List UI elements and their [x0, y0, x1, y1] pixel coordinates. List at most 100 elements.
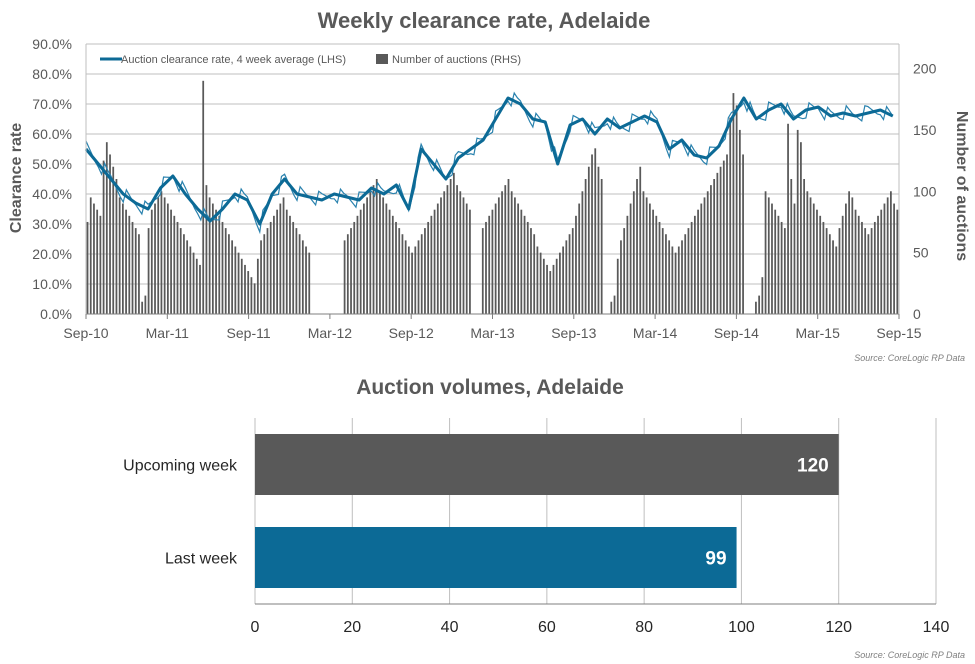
- auction-bar: [658, 221, 661, 314]
- auction-bar: [851, 197, 854, 314]
- auction-bar: [568, 234, 571, 314]
- auction-bar: [652, 209, 654, 314]
- auction-bar: [726, 154, 728, 314]
- auction-bar: [507, 179, 510, 314]
- y-tick-label: 30.0%: [32, 216, 72, 232]
- auction-bar: [771, 203, 773, 314]
- auction-bar: [424, 228, 426, 314]
- auction-bar: [819, 215, 822, 314]
- y2-axis-title: Number of auctions: [953, 111, 970, 261]
- auction-bar: [835, 246, 838, 314]
- auction-bar: [105, 142, 108, 314]
- x-tick-label: Sep-14: [714, 325, 759, 341]
- auction-bar: [195, 258, 198, 314]
- auction-bar: [350, 228, 352, 314]
- auction-bar: [253, 283, 256, 314]
- clearance-rate-chart: Weekly clearance rate, Adelaide 0.0% 10.0…: [8, 8, 970, 363]
- auction-bar: [128, 215, 131, 314]
- auction-bar: [157, 197, 160, 314]
- auction-bar: [520, 209, 523, 314]
- auction-bar: [237, 252, 240, 314]
- auction-bar: [668, 240, 671, 314]
- auction-bar: [305, 246, 307, 314]
- auction-bar: [597, 166, 600, 314]
- auction-bar: [828, 234, 831, 314]
- chart-title: Weekly clearance rate, Adelaide: [318, 8, 651, 33]
- auction-bar: [542, 258, 545, 314]
- auction-bar: [857, 215, 860, 314]
- top-source-note: Source: CoreLogic RP Data: [854, 353, 965, 363]
- y-tick-labels: 0.0% 10.0% 20.0% 30.0% 40.0% 50.0% 60.0% 70.0% 8…: [32, 36, 72, 322]
- auction-bar: [440, 197, 442, 314]
- auction-bar: [240, 258, 243, 314]
- y-tick-label: 0.0%: [40, 306, 72, 322]
- y2-tick-label: 200: [913, 61, 937, 77]
- x-tick-label: 40: [441, 619, 459, 636]
- y2-tick-label: 50: [913, 245, 929, 261]
- auction-bar: [873, 221, 876, 314]
- auction-bar: [173, 215, 176, 314]
- auction-bar: [446, 185, 449, 314]
- auction-bar: [488, 215, 491, 314]
- auction-bar: [594, 148, 597, 314]
- auction-count-bars: [86, 80, 899, 315]
- auction-bar: [224, 228, 227, 314]
- auction-bar: [530, 228, 532, 314]
- auction-bar: [893, 203, 895, 314]
- auction-bar: [816, 209, 818, 314]
- auction-bar: [613, 295, 616, 314]
- auction-bar: [112, 166, 115, 314]
- auction-bar: [787, 123, 789, 314]
- auction-bar: [150, 209, 153, 314]
- auction-bar: [404, 240, 407, 314]
- auction-bar: [825, 228, 828, 314]
- auction-bar: [761, 277, 764, 314]
- auction-bar: [192, 252, 195, 314]
- auction-bar: [414, 246, 417, 314]
- auction-bar: [600, 179, 603, 314]
- auction-bar: [89, 197, 92, 314]
- auction-bar: [263, 234, 266, 314]
- auction-bar: [183, 234, 185, 314]
- legend-label-line: Auction clearance rate, 4 week average (…: [121, 54, 346, 66]
- auction-bar: [385, 203, 388, 314]
- auction-bar: [356, 215, 359, 314]
- y2-tick-label: 100: [913, 183, 937, 199]
- auction-bar: [279, 203, 282, 314]
- auction-bar: [205, 185, 208, 314]
- auction-bar: [710, 185, 712, 314]
- auction-bar: [780, 221, 783, 314]
- auction-bar: [783, 228, 786, 314]
- y-tick-label: 70.0%: [32, 96, 72, 112]
- auction-bar: [398, 228, 401, 314]
- auction-bar: [186, 240, 189, 314]
- auction-bar: [292, 221, 295, 314]
- x-tick-label: Sep-13: [551, 325, 596, 341]
- x-tick-label: Mar-11: [146, 325, 190, 341]
- auction-bar: [665, 234, 667, 314]
- auction-bar: [420, 234, 423, 314]
- auction-bar: [623, 228, 626, 314]
- auction-bar: [199, 264, 201, 314]
- auction-bar: [469, 209, 471, 314]
- auction-bar: [501, 191, 503, 314]
- auction-bar: [539, 252, 542, 314]
- auction-bar: [260, 240, 262, 314]
- y-tick-label: 50.0%: [32, 156, 72, 172]
- auction-bar: [735, 105, 738, 314]
- auction-bar: [231, 240, 234, 314]
- auction-bar: [777, 215, 780, 314]
- auction-bar: [497, 197, 500, 314]
- y-tick-label: 20.0%: [32, 246, 72, 262]
- auction-bar: [790, 179, 793, 314]
- x-tick-label: 100: [728, 619, 755, 636]
- auction-bar: [809, 197, 812, 314]
- auction-bar: [533, 234, 536, 314]
- auction-volumes-chart: Auction volumes, Adelaide 120 99 Upcoming…: [123, 376, 965, 660]
- auction-bar: [565, 240, 568, 314]
- auction-bar: [218, 215, 221, 314]
- auction-bar: [121, 203, 124, 314]
- x-tick-label: 140: [923, 619, 950, 636]
- auction-bar: [793, 203, 796, 314]
